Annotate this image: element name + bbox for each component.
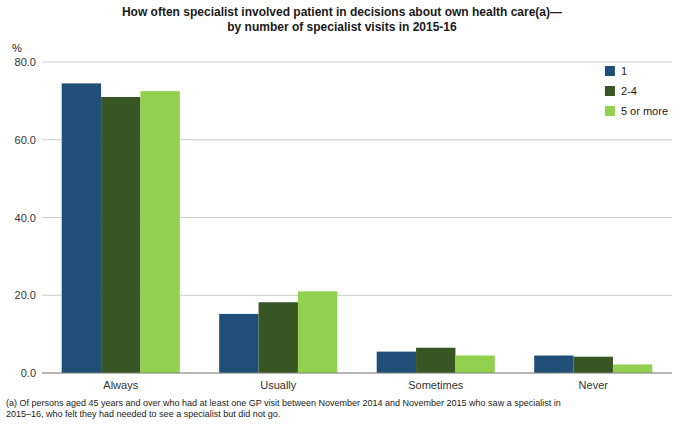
bar bbox=[298, 291, 337, 373]
bar bbox=[416, 348, 455, 373]
bar bbox=[101, 97, 140, 373]
x-axis-line bbox=[42, 373, 672, 374]
chart: How often specialist involved patient in… bbox=[0, 0, 684, 425]
bar bbox=[62, 83, 101, 373]
legend-swatch bbox=[605, 106, 615, 116]
x-tick-label: Usually bbox=[260, 379, 297, 391]
y-tick-label: 60.0 bbox=[15, 134, 36, 146]
y-tick-label: 40.0 bbox=[15, 212, 36, 224]
bar bbox=[574, 357, 613, 373]
bars bbox=[62, 83, 653, 373]
x-tick-label: Sometimes bbox=[408, 379, 464, 391]
title: How often specialist involved patient in… bbox=[122, 5, 562, 34]
title-line: by number of specialist visits in 2015-1… bbox=[227, 20, 457, 34]
y-tick-label: 0.0 bbox=[21, 367, 36, 379]
x-tick-label: Never bbox=[579, 379, 609, 391]
bar bbox=[613, 364, 652, 373]
bar bbox=[534, 356, 573, 373]
x-tick-label: Always bbox=[103, 379, 138, 391]
y-tick-label: 20.0 bbox=[15, 289, 36, 301]
legend-label: 1 bbox=[621, 65, 627, 77]
grid bbox=[42, 62, 672, 373]
legend-label: 5 or more bbox=[621, 105, 668, 117]
legend-swatch bbox=[605, 66, 615, 76]
footnote: 2015–16, who felt they had needed to see… bbox=[6, 409, 280, 419]
legend: 1 2-4 5 or more bbox=[605, 65, 668, 117]
grid-line bbox=[42, 373, 672, 374]
bar bbox=[219, 314, 258, 373]
bar bbox=[140, 91, 179, 373]
bar bbox=[259, 302, 298, 373]
bar bbox=[377, 352, 416, 373]
y-axis-label: % bbox=[12, 42, 22, 54]
grid-line bbox=[42, 62, 672, 63]
y-tick-label: 80.0 bbox=[15, 56, 36, 68]
bar bbox=[455, 356, 494, 373]
legend-swatch bbox=[605, 86, 615, 96]
legend-label: 2-4 bbox=[621, 85, 637, 97]
footnote: (a) Of persons aged 45 years and over wh… bbox=[6, 398, 561, 408]
title-line: How often specialist involved patient in… bbox=[122, 5, 562, 19]
